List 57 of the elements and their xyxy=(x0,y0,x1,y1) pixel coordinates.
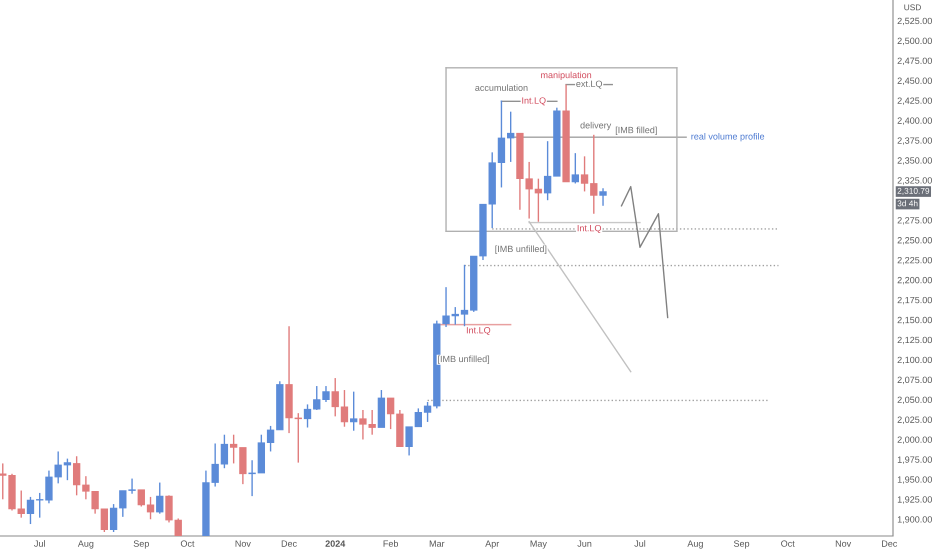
annotation: [IMB filled] xyxy=(616,126,657,136)
y-tick-label: 2,075.00 xyxy=(898,376,932,384)
y-tick-label: 1,975.00 xyxy=(898,456,932,464)
y-tick-label: 2,325.00 xyxy=(898,177,932,185)
x-tick-label: Aug xyxy=(78,540,94,549)
y-tick-label: 2,425.00 xyxy=(898,97,932,105)
x-tick-label: Jul xyxy=(634,540,646,547)
x-tick-label: Dec xyxy=(282,540,297,547)
annotation: ext.LQ xyxy=(576,80,602,89)
x-tick-label: Sep xyxy=(134,540,149,549)
y-tick-label: 2,150.00 xyxy=(898,316,932,324)
y-tick-label: 2,350.00 xyxy=(898,157,932,165)
y-tick-label: 2,000.00 xyxy=(898,436,932,444)
x-tick-label: Aug xyxy=(687,540,703,549)
annotation: Int.LQ xyxy=(522,97,546,106)
y-tick-label: 2,475.00 xyxy=(898,58,932,66)
annotation: real volume profile xyxy=(691,132,764,142)
y-tick-label: 2,500.00 xyxy=(898,38,932,46)
x-tick-label: Jul xyxy=(34,540,45,547)
x-tick-label: Sep xyxy=(734,540,750,549)
annotation: [IMB unfilled] xyxy=(495,245,546,254)
y-tick-label: 1,900.00 xyxy=(898,516,932,524)
x-tick-label: Nov xyxy=(836,540,852,547)
x-tick-label: Mar xyxy=(430,540,444,547)
y-tick-label: 2,050.00 xyxy=(898,396,932,404)
y-tick-label: 2,400.00 xyxy=(898,117,932,125)
annotation: delivery xyxy=(580,122,612,130)
annotation: [IMB unfilled] xyxy=(438,356,490,364)
y-tick-label: 2,275.00 xyxy=(898,217,932,225)
y-tick-label: 2,200.00 xyxy=(898,276,932,284)
x-tick-label: Feb xyxy=(384,540,398,547)
y-tick-label: 2,375.00 xyxy=(898,137,932,145)
x-tick-label: 2024 xyxy=(325,540,346,547)
x-tick-label: Nov xyxy=(236,540,251,547)
y-tick-label: 1,950.00 xyxy=(898,476,932,484)
x-tick-label: May xyxy=(530,540,547,549)
y-tick-label: 2,100.00 xyxy=(898,356,932,364)
x-tick-label: Oct xyxy=(781,540,795,547)
y-tick-label: 2,025.00 xyxy=(898,416,932,424)
x-tick-label: Jun xyxy=(577,540,592,547)
y-tick-label: 2,125.00 xyxy=(898,336,932,344)
annotation: manipulation xyxy=(541,72,592,80)
y-tick-label: 2,225.00 xyxy=(898,256,932,264)
x-tick-label: Dec xyxy=(882,540,898,547)
y-tick-label: 2,250.00 xyxy=(898,237,932,245)
y-tick-label: 1,925.00 xyxy=(898,496,932,504)
text: 3d 4h xyxy=(897,200,918,206)
y-axis-title: USD xyxy=(904,4,921,10)
annotation: Int.LQ xyxy=(578,224,602,233)
text: 2,310.79 xyxy=(898,188,930,195)
annotation: Int.LQ xyxy=(466,327,490,336)
y-tick-label: 2,525.00 xyxy=(898,18,932,26)
annotation: accumulation xyxy=(475,84,528,91)
x-tick-label: Oct xyxy=(180,540,194,547)
y-tick-label: 2,175.00 xyxy=(898,296,932,304)
y-tick-label: 2,450.00 xyxy=(898,78,932,85)
x-tick-label: Apr xyxy=(485,540,500,549)
